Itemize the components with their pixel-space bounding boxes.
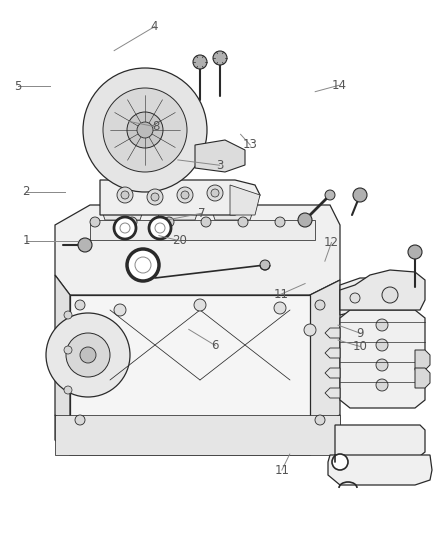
Circle shape [135,257,151,273]
Polygon shape [339,270,424,310]
Text: 7: 7 [198,207,205,220]
Text: 12: 12 [323,236,338,249]
Circle shape [381,287,397,303]
Circle shape [148,217,171,239]
Circle shape [375,359,387,371]
Circle shape [201,217,211,227]
Circle shape [375,339,387,351]
Circle shape [127,112,162,148]
Circle shape [80,347,96,363]
Polygon shape [155,205,200,220]
Circle shape [314,415,324,425]
Polygon shape [194,140,244,172]
Circle shape [66,333,110,377]
Polygon shape [90,220,314,240]
Circle shape [212,51,226,65]
Circle shape [193,55,207,69]
Circle shape [407,245,421,259]
Circle shape [103,88,187,172]
Circle shape [331,454,347,470]
Circle shape [114,304,126,316]
Circle shape [297,213,311,227]
Circle shape [127,217,137,227]
Polygon shape [414,350,429,370]
Polygon shape [100,180,259,215]
Circle shape [273,302,285,314]
Circle shape [121,191,129,199]
Circle shape [127,249,159,281]
Circle shape [194,299,205,311]
Circle shape [274,217,284,227]
Polygon shape [230,185,259,215]
Text: 2: 2 [22,185,30,198]
Polygon shape [55,415,339,455]
Polygon shape [324,348,339,358]
Polygon shape [324,328,339,338]
Circle shape [114,217,136,239]
Circle shape [147,189,162,205]
Circle shape [303,324,315,336]
Polygon shape [55,275,70,430]
Text: 13: 13 [242,139,257,151]
Circle shape [46,313,130,397]
Polygon shape [324,388,339,398]
Circle shape [237,217,247,227]
Text: 14: 14 [331,79,346,92]
Circle shape [164,217,173,227]
Circle shape [75,415,85,425]
Polygon shape [70,295,309,430]
Polygon shape [324,368,339,378]
Polygon shape [55,205,339,295]
Text: 11: 11 [274,464,289,477]
Circle shape [137,122,153,138]
Circle shape [78,238,92,252]
Polygon shape [100,205,145,220]
Circle shape [117,187,133,203]
Circle shape [64,311,72,319]
Text: 9: 9 [355,327,363,340]
Circle shape [75,300,85,310]
Text: 20: 20 [172,235,187,247]
Circle shape [324,190,334,200]
Text: 4: 4 [150,20,158,33]
Circle shape [83,68,207,192]
Polygon shape [339,310,424,408]
Circle shape [375,319,387,331]
Polygon shape [334,425,424,460]
Circle shape [352,188,366,202]
Circle shape [211,189,219,197]
Circle shape [207,185,223,201]
Text: 1: 1 [22,235,30,247]
Text: 10: 10 [352,340,367,353]
Circle shape [90,217,100,227]
Circle shape [177,187,193,203]
Polygon shape [309,280,339,430]
Text: 3: 3 [215,159,223,172]
Circle shape [259,260,269,270]
Text: 6: 6 [211,339,219,352]
Polygon shape [55,415,339,455]
Text: 11: 11 [273,288,288,301]
Circle shape [375,379,387,391]
Polygon shape [339,278,419,315]
Circle shape [180,191,189,199]
Text: 8: 8 [152,120,159,133]
Circle shape [64,386,72,394]
Circle shape [120,223,130,233]
Polygon shape [209,205,254,220]
Circle shape [155,223,165,233]
Polygon shape [327,455,431,485]
Circle shape [64,346,72,354]
Text: 5: 5 [14,80,21,93]
Polygon shape [414,368,429,388]
Circle shape [151,193,159,201]
Circle shape [349,293,359,303]
Circle shape [314,300,324,310]
